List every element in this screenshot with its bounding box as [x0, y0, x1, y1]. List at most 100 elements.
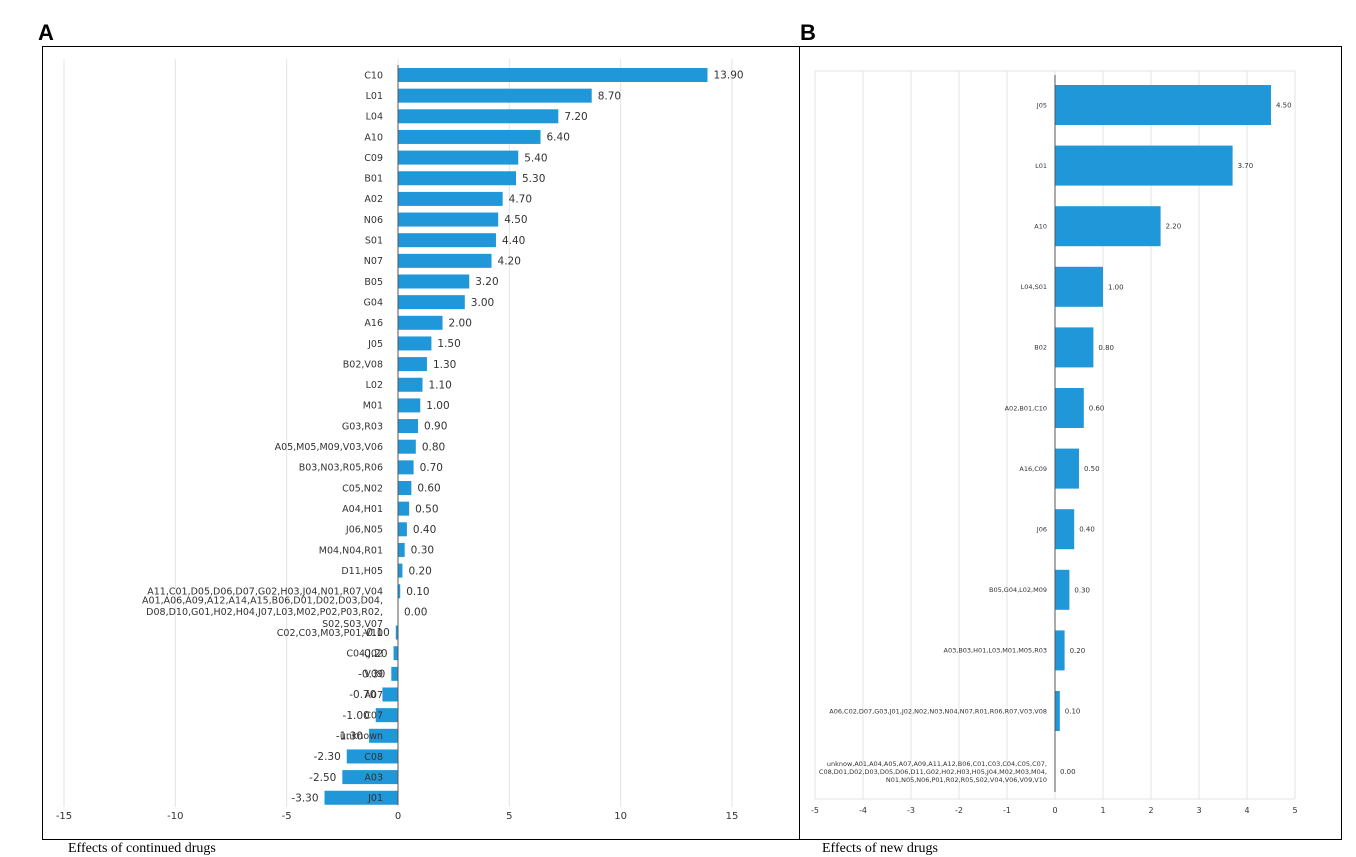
x-tick-label: 10	[614, 811, 627, 822]
bar	[398, 295, 465, 309]
panel-a-caption: Effects of continued drugs	[68, 841, 216, 857]
value-label: 4.20	[498, 256, 521, 268]
category-label: A16,C09	[1019, 465, 1047, 473]
value-label: 8.70	[598, 90, 621, 102]
category-label: A16	[364, 318, 383, 329]
x-tick-label: 4	[1244, 806, 1249, 815]
value-label: 13.90	[714, 70, 744, 82]
category-label: A03,B03,H01,L03,M01,M05,R03	[944, 647, 1047, 655]
category-label: G04	[364, 297, 383, 308]
value-label: 0.60	[417, 483, 440, 495]
value-label: 3.20	[475, 276, 498, 288]
x-tick-label: 0	[1052, 806, 1057, 815]
category-label: L04,S01	[1021, 283, 1047, 291]
category-label: C05,N02	[342, 483, 383, 494]
bar	[398, 89, 592, 103]
category-label: B05	[364, 277, 383, 288]
value-label: 3.70	[1238, 162, 1254, 170]
bar	[398, 213, 498, 227]
value-label: 0.30	[1074, 586, 1090, 594]
value-label: 0.10	[1065, 707, 1081, 715]
value-label: -3.30	[291, 792, 318, 804]
x-tick-label: -2	[955, 806, 963, 815]
panel-b-letter: B	[800, 20, 816, 46]
bar	[398, 419, 418, 433]
category-label: C10	[364, 70, 383, 81]
bar	[1055, 388, 1084, 428]
category-label: B02	[1034, 344, 1047, 352]
category-label: L01	[1035, 162, 1047, 170]
category-label: J05	[367, 339, 383, 350]
value-label: 4.70	[509, 194, 532, 206]
category-label: N06	[364, 215, 383, 226]
category-label: A02	[364, 194, 383, 205]
bar	[398, 564, 402, 578]
bar	[398, 275, 469, 289]
category-label: D11,H05	[341, 566, 383, 577]
category-label: M01	[363, 401, 383, 412]
value-label: 0.60	[1089, 404, 1105, 412]
category-label: unknow,A01,A04,A05,A07,A09,A11,A12,B06,C…	[819, 760, 1047, 784]
bar	[398, 254, 492, 268]
bar	[398, 233, 496, 247]
value-label: 0.20	[408, 565, 431, 577]
value-label: 4.50	[1276, 101, 1292, 109]
value-label: 0.00	[404, 607, 427, 619]
value-label: 3.00	[471, 297, 494, 309]
bar	[1055, 146, 1233, 186]
category-label: L02	[366, 380, 383, 391]
value-label: 1.50	[437, 338, 460, 350]
value-label: 0.80	[1098, 344, 1114, 352]
bar	[1055, 570, 1069, 610]
category-label: M04,N04,R01	[319, 545, 383, 556]
bar	[394, 646, 398, 660]
value-label: 6.40	[547, 132, 570, 144]
value-label: -2.50	[309, 772, 336, 784]
value-label: 0.50	[1084, 465, 1100, 473]
value-label: 0.80	[422, 441, 445, 453]
panel-b-caption: Effects of new drugs	[822, 841, 938, 857]
value-label: 1.00	[1108, 283, 1124, 291]
category-label: A06,C02,D07,G03,J01,J02,N02,N03,N04,N07,…	[829, 707, 1047, 715]
panel-a-letter: A	[38, 20, 54, 46]
value-label: 0.40	[413, 524, 436, 536]
value-label: 0.30	[411, 545, 434, 557]
category-label: B03,N03,R05,R06	[299, 463, 383, 474]
category-label: C04,J02	[346, 649, 383, 660]
x-tick-label: -5	[282, 811, 292, 822]
x-tick-label: 5	[1292, 806, 1297, 815]
bar	[398, 522, 407, 536]
value-label: 5.30	[522, 173, 545, 185]
x-tick-label: 0	[395, 811, 401, 822]
category-label: G03,R03	[342, 421, 383, 432]
bar	[1055, 630, 1065, 670]
bar	[398, 440, 416, 454]
bar	[1055, 509, 1074, 549]
category-label: J06	[1036, 525, 1047, 533]
value-label: 0.50	[415, 503, 438, 515]
value-label: 0.70	[420, 462, 443, 474]
bar	[398, 192, 503, 206]
category-label: A01,A06,A09,A12,A14,A15,B06,D01,D02,D03,…	[142, 595, 383, 630]
value-label: 2.20	[1166, 223, 1182, 231]
bar	[1055, 327, 1093, 367]
value-label: 0.40	[1079, 526, 1095, 534]
category-label: J01	[367, 793, 383, 804]
value-label: 4.40	[502, 235, 525, 247]
category-label: J05	[1036, 101, 1047, 109]
category-label: C07	[364, 710, 383, 721]
value-label: -2.30	[314, 751, 341, 763]
bar	[325, 791, 398, 805]
category-label: J06,N05	[345, 525, 383, 536]
category-label: A02,B01,C10	[1005, 404, 1047, 412]
value-label: 1.10	[428, 379, 451, 391]
x-tick-label: 5	[506, 811, 512, 822]
bar	[382, 688, 398, 702]
value-label: 7.20	[564, 111, 587, 123]
category-label: A10	[1034, 222, 1047, 230]
category-label: B05,G04,L02,M09	[989, 586, 1047, 594]
value-label: 0.00	[1060, 768, 1076, 776]
value-label: 0.90	[424, 421, 447, 433]
